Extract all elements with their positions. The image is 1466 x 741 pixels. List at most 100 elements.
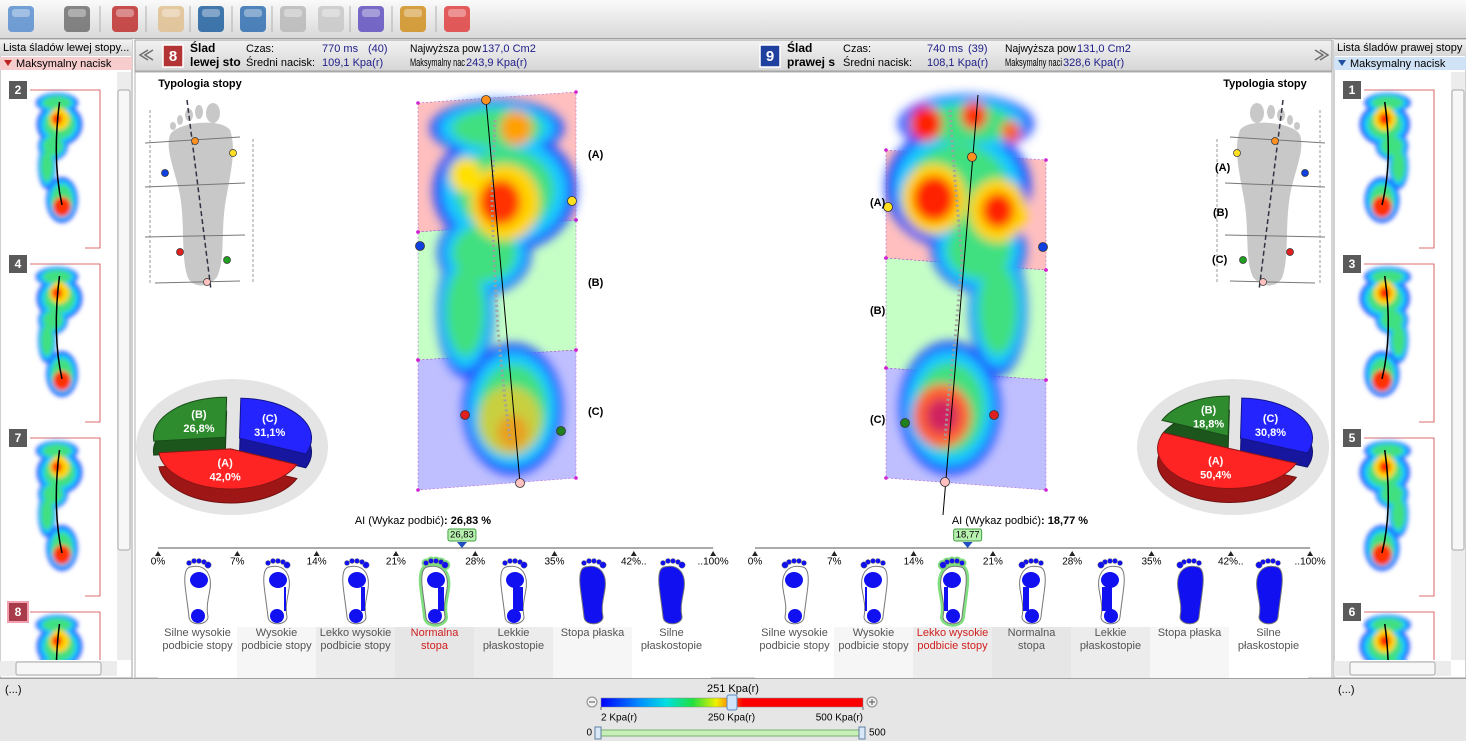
thumbnail-badge: [1341, 253, 1363, 275]
pressure-contour: [1371, 95, 1404, 110]
toe-print: [1196, 560, 1202, 566]
toolbar-button[interactable]: [64, 6, 90, 32]
pressure-hotspot: [449, 157, 482, 193]
chevron: [143, 49, 154, 61]
pressure-contour: [40, 498, 54, 530]
scale-tick-label: 35%: [1141, 557, 1161, 568]
landmark-point: [203, 278, 211, 286]
toolbar-button[interactable]: [158, 6, 184, 32]
scale-tick: [910, 551, 917, 556]
toolbar-icon: [400, 6, 426, 32]
toolbar-button[interactable]: [8, 6, 34, 32]
scale-tick: [392, 551, 399, 556]
pie-slice: [1239, 397, 1313, 454]
toolbar-icon: [8, 6, 34, 32]
landmark-point: [515, 478, 525, 488]
toe-print: [796, 558, 802, 564]
pressure-hotspot: [53, 370, 71, 391]
chevron: [1319, 49, 1330, 61]
ai-label: AI (Wykaz podbić): [355, 515, 444, 527]
typology-category: Normalna stopa: [992, 627, 1071, 678]
navigate-button[interactable]: [138, 49, 154, 61]
scroll-thumb[interactable]: [15, 661, 102, 676]
landmark-point: [989, 410, 999, 420]
zone-label: (C): [588, 406, 604, 418]
zone-line: [1229, 280, 1316, 284]
color-scale-tick-label: 250 Kpa(r): [708, 713, 755, 724]
color-scale-thumb[interactable]: [726, 694, 738, 711]
pie-value-label: 31,1%: [254, 427, 285, 439]
thumbnail[interactable]: 3: [1341, 253, 1435, 423]
scale-tick-label: ..100%: [698, 557, 729, 568]
toe-print: [191, 558, 197, 564]
print-title: prawej s: [787, 55, 835, 69]
toe-print: [520, 561, 528, 569]
toe-print: [1270, 558, 1276, 564]
zone-line: [144, 182, 246, 188]
toolbar-button[interactable]: [444, 6, 470, 32]
pie-category-label: (B): [191, 409, 207, 421]
ai-marker: [456, 542, 467, 548]
typology-figure: [144, 99, 254, 291]
scroll-thumb[interactable]: [1349, 661, 1436, 676]
zone-line: [1224, 234, 1326, 238]
forefoot-print: [269, 572, 287, 588]
scroll-thumb[interactable]: [117, 89, 131, 551]
color-scale-current: 251 Kpa(r): [707, 683, 759, 695]
thumbnail-badge: [7, 79, 29, 101]
thumbnail-connector: [1364, 437, 1435, 597]
thumbnail[interactable]: 6: [1341, 601, 1435, 741]
arch-print: [865, 587, 867, 611]
landmark-point: [1259, 278, 1267, 286]
pressure-contour: [1391, 324, 1406, 356]
toolbar-icon: [240, 6, 266, 32]
toe-print: [949, 558, 955, 564]
heel-print: [1104, 609, 1118, 623]
thumbnail[interactable]: 7: [7, 427, 101, 597]
thumbnail-connector: [30, 611, 101, 660]
toolbar-button[interactable]: [112, 6, 138, 32]
zone-label: (B): [870, 305, 886, 317]
thumbnail[interactable]: 1: [1341, 79, 1435, 249]
toe-print: [581, 560, 587, 566]
toolbar-button[interactable]: [358, 6, 384, 32]
toolbar-button[interactable]: [400, 6, 426, 32]
pressure-contour: [1391, 498, 1406, 530]
zoom-button[interactable]: [586, 696, 598, 708]
scale-tick-label: 14%: [904, 557, 924, 568]
toe: [1294, 122, 1300, 130]
thumbnail[interactable]: 8: [7, 601, 101, 741]
thumbnail-trajectory: [1381, 449, 1390, 554]
thumbnail-number: 8: [15, 605, 22, 619]
zoom-button[interactable]: [866, 696, 878, 708]
pressure-contour: [42, 136, 64, 156]
range-bar: [597, 729, 863, 737]
navigate-button[interactable]: [1314, 49, 1330, 61]
scale-tick: [710, 551, 717, 556]
pressure-hotspot: [961, 101, 987, 130]
range-handle[interactable]: [858, 726, 866, 740]
heel-print: [191, 609, 205, 623]
range-handle[interactable]: [594, 726, 602, 740]
thumbnail[interactable]: 2: [7, 79, 101, 249]
toe: [170, 122, 176, 130]
thumbnail-badge: [7, 601, 29, 623]
zone-label: (B): [588, 277, 604, 289]
scroll-thumb[interactable]: [1451, 89, 1465, 551]
toolbar-icon: [444, 6, 470, 32]
pie-slice: [1157, 432, 1298, 489]
toe-print: [1033, 558, 1039, 564]
toolbar-icon: [280, 6, 306, 32]
typology-icon: [418, 556, 451, 627]
toolbar-button[interactable]: [198, 6, 224, 32]
toolbar-button[interactable]: [240, 6, 266, 32]
foot-outline: [1177, 565, 1204, 625]
pressure-contour: [978, 263, 1018, 355]
thumbnail[interactable]: 5: [1341, 427, 1435, 597]
print-title: Ślad: [190, 40, 215, 55]
toolbar-button[interactable]: [280, 6, 306, 32]
toolbar-button[interactable]: [318, 6, 344, 32]
thumbnail[interactable]: 4: [7, 253, 101, 423]
landmark-point: [556, 426, 566, 436]
ai-marker-box: [447, 528, 477, 542]
